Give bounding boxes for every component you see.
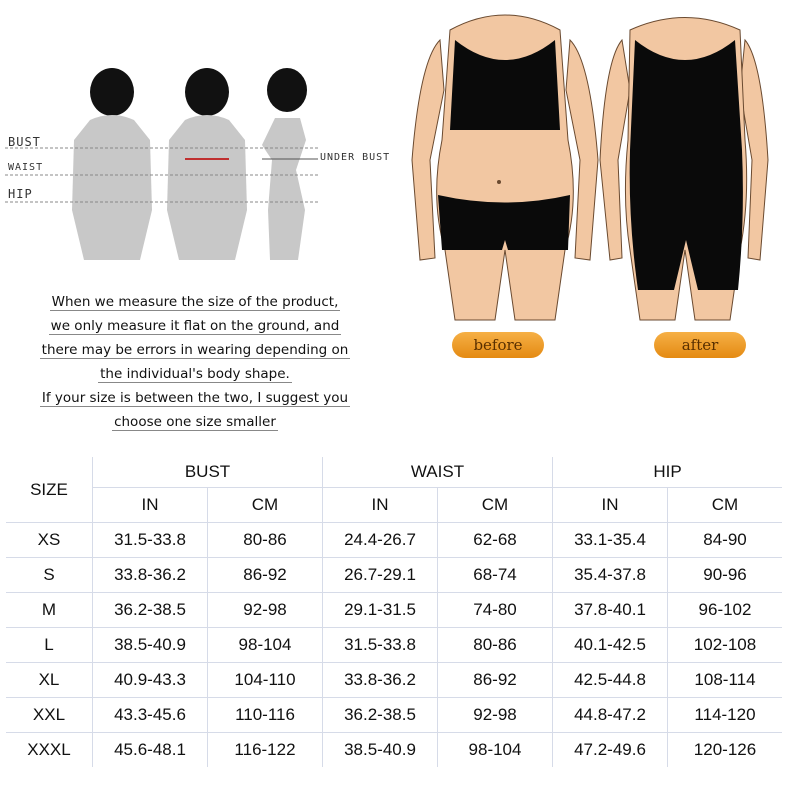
measurement-cell: 38.5-40.9 <box>92 627 208 663</box>
group-header-waist: WAIST <box>322 457 553 488</box>
measurement-cell: 84-90 <box>667 522 782 558</box>
waist-label: WAIST <box>8 162 44 173</box>
measurement-cell: 110-116 <box>207 697 323 733</box>
measurement-cell: 90-96 <box>667 557 782 593</box>
size-cell: XS <box>6 522 93 558</box>
unit-header: CM <box>437 487 553 523</box>
size-chart-table: SIZE BUST WAIST HIP IN CM IN CM IN CM XS… <box>6 457 782 767</box>
group-header-bust: BUST <box>92 457 323 488</box>
before-after-illustration <box>411 14 769 321</box>
measurement-cell: 36.2-38.5 <box>322 697 438 733</box>
measurement-cell: 31.5-33.8 <box>92 522 208 558</box>
note-line: When we measure the size of the product, <box>49 294 341 311</box>
table-row: XS 31.5-33.8 80-86 24.4-26.7 62-68 33.1-35.4 8… <box>6 522 782 558</box>
unit-header: CM <box>207 487 323 523</box>
measurement-cell: 45.6-48.1 <box>92 732 208 767</box>
table-row: M 36.2-38.5 92-98 29.1-31.5 74-80 37.8-40.1 96… <box>6 592 782 628</box>
group-header-row: SIZE BUST WAIST HIP <box>6 457 782 523</box>
note-line: choose one size smaller <box>112 414 278 431</box>
size-cell: XXL <box>6 697 93 733</box>
size-header: SIZE <box>6 457 93 523</box>
under-bust-label: UNDER BUST <box>320 152 391 163</box>
measurement-note: When we measure the size of the product,… <box>0 290 390 434</box>
note-line: If your size is between the two, I sugge… <box>39 390 351 407</box>
measurement-cell: 47.2-49.6 <box>552 732 668 767</box>
measurement-cell: 42.5-44.8 <box>552 662 668 698</box>
measurement-cell: 26.7-29.1 <box>322 557 438 593</box>
table-row: XXL 43.3-45.6 110-116 36.2-38.5 92-98 44.8-47… <box>6 697 782 733</box>
measurement-cell: 68-74 <box>437 557 553 593</box>
measurement-cell: 108-114 <box>667 662 782 698</box>
unit-header: IN <box>92 487 208 523</box>
unit-header: IN <box>552 487 668 523</box>
table-row: L 38.5-40.9 98-104 31.5-33.8 80-86 40.1-42.5 1… <box>6 627 782 663</box>
measurement-cell: 104-110 <box>207 662 323 698</box>
measurement-cell: 92-98 <box>207 592 323 628</box>
measurement-cell: 36.2-38.5 <box>92 592 208 628</box>
measurement-cell: 114-120 <box>667 697 782 733</box>
table-row: XL 40.9-43.3 104-110 33.8-36.2 86-92 42.5-44.… <box>6 662 782 698</box>
measurement-cell: 29.1-31.5 <box>322 592 438 628</box>
measurement-cell: 35.4-37.8 <box>552 557 668 593</box>
measurement-cell: 80-86 <box>437 627 553 663</box>
measurement-cell: 44.8-47.2 <box>552 697 668 733</box>
note-line: the individual's body shape. <box>98 366 292 383</box>
measurement-cell: 33.8-36.2 <box>92 557 208 593</box>
unit-header: IN <box>322 487 438 523</box>
size-cell: XXXL <box>6 732 93 767</box>
group-header-hip: HIP <box>552 457 782 488</box>
unit-header: CM <box>667 487 782 523</box>
measurement-cell: 74-80 <box>437 592 553 628</box>
measurement-cell: 92-98 <box>437 697 553 733</box>
measurement-cell: 24.4-26.7 <box>322 522 438 558</box>
measurement-cell: 80-86 <box>207 522 323 558</box>
measurement-diagram <box>5 68 320 260</box>
measurement-cell: 120-126 <box>667 732 782 767</box>
table-row: XXXL 45.6-48.1 116-122 38.5-40.9 98-104 47.2-… <box>6 732 782 767</box>
measurement-cell: 37.8-40.1 <box>552 592 668 628</box>
size-cell: S <box>6 557 93 593</box>
table-row: S 33.8-36.2 86-92 26.7-29.1 68-74 35.4-37.8 90… <box>6 557 782 593</box>
measurement-cell: 40.1-42.5 <box>552 627 668 663</box>
measurement-cell: 62-68 <box>437 522 553 558</box>
measurement-cell: 98-104 <box>437 732 553 767</box>
size-cell: XL <box>6 662 93 698</box>
measurement-cell: 33.8-36.2 <box>322 662 438 698</box>
measurement-cell: 86-92 <box>207 557 323 593</box>
before-label: before <box>452 332 544 358</box>
size-cell: M <box>6 592 93 628</box>
measurement-cell: 31.5-33.8 <box>322 627 438 663</box>
bust-label: BUST <box>8 135 41 149</box>
measurement-cell: 98-104 <box>207 627 323 663</box>
measurement-cell: 116-122 <box>207 732 323 767</box>
measurement-cell: 40.9-43.3 <box>92 662 208 698</box>
note-line: there may be errors in wearing depending… <box>39 342 351 359</box>
measurement-cell: 96-102 <box>667 592 782 628</box>
note-line: we only measure it flat on the ground, a… <box>48 318 342 335</box>
measurement-cell: 86-92 <box>437 662 553 698</box>
measurement-cell: 38.5-40.9 <box>322 732 438 767</box>
unit-header-row: IN CM IN CM IN CM <box>6 487 782 523</box>
size-cell: L <box>6 627 93 663</box>
measurement-cell: 102-108 <box>667 627 782 663</box>
after-label: after <box>654 332 746 358</box>
hip-label: HIP <box>8 187 33 201</box>
measurement-cell: 43.3-45.6 <box>92 697 208 733</box>
measurement-cell: 33.1-35.4 <box>552 522 668 558</box>
